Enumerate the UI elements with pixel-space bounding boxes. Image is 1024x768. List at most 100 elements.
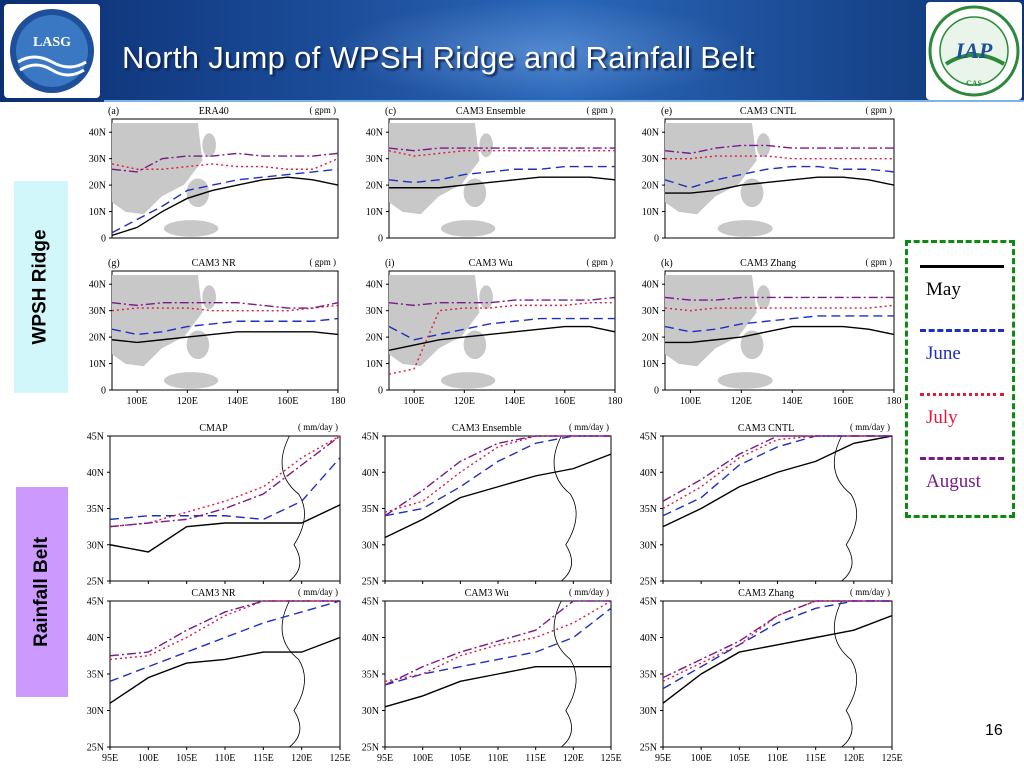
panel-units: ( mm/day ) [850, 422, 890, 432]
series-line-august [664, 144, 894, 155]
panel-title: CAM3 Ensemble [452, 423, 522, 434]
lon-tick-label: 160E [833, 396, 854, 407]
lon-tick-label: 125E [881, 753, 902, 764]
lat-tick-label: 40N [362, 468, 379, 479]
lon-tick-label: 100E [691, 753, 712, 764]
lon-tick-label: 180 [887, 396, 902, 407]
panel-frame [109, 600, 341, 748]
lat-tick-label: 35N [87, 504, 104, 515]
land-japan [202, 133, 216, 158]
header-glow [330, 0, 750, 102]
lat-tick-label: 20N [366, 333, 383, 344]
lat-tick-label: 25N [640, 743, 657, 754]
lat-tick-label: 45N [87, 432, 104, 443]
panel-units: ( gpm ) [587, 257, 614, 267]
lat-tick-label: 35N [362, 670, 379, 681]
series-line-may [109, 636, 341, 704]
panel-letter: (i) [385, 258, 394, 269]
panel-title: CAM3 NR [191, 588, 236, 599]
land-philippines [740, 178, 764, 208]
lon-tick-label: 95E [377, 753, 393, 764]
series-line-august [662, 435, 892, 502]
series-line-may [389, 176, 616, 189]
lat-tick-label: 30N [362, 706, 379, 717]
lat-tick-label: 35N [640, 504, 657, 515]
series-line-june [384, 435, 611, 517]
iap-logo: IAP CAS [926, 2, 1022, 100]
lat-tick-label: 10N [366, 207, 383, 218]
lon-tick-label: 95E [102, 753, 118, 764]
land-philippines [463, 178, 487, 208]
lon-tick-label: 120E [291, 753, 312, 764]
land-indonesia [163, 372, 219, 389]
lat-tick-label: 40N [366, 128, 383, 139]
lon-tick-label: 100E [680, 396, 701, 407]
lat-tick-label: 40N [640, 468, 657, 479]
lon-tick-label: 125E [600, 753, 621, 764]
chart-panel-rain-10: CAM3 Wu ( mm/day ) 25N 30N 35N 40N 45N 95E 100E 1… [362, 587, 622, 764]
panel-letter: (a) [108, 106, 119, 117]
chart-panel-rain-11: CAM3 Zhang ( mm/day ) 25N 30N 35N 40N 45N 95E 10… [640, 587, 903, 764]
chart-panel-wpsh-1: (c) CAM3 Ensemble ( gpm ) 0 10N 20N 30N 40N [366, 105, 616, 245]
series-line-may [111, 176, 339, 237]
series-line-august [109, 600, 340, 657]
lat-tick-label: 30N [366, 306, 383, 317]
legend-swatch [920, 393, 1004, 396]
lat-tick-label: 25N [87, 743, 104, 754]
legend-item-june: June [908, 329, 1012, 389]
lat-tick-label: 30N [87, 540, 104, 551]
lon-tick-label: 115E [253, 753, 274, 764]
lat-tick-label: 30N [366, 154, 383, 165]
lat-tick-label: 20N [89, 333, 106, 344]
panel-letter: (e) [661, 106, 672, 117]
legend-swatch [920, 329, 1004, 332]
lat-tick-label: 10N [642, 359, 659, 370]
land-asia [389, 123, 480, 215]
lat-tick-label: 20N [642, 181, 659, 192]
lon-tick-label: 110E [215, 753, 236, 764]
coastline [553, 600, 577, 748]
panel-title: CAM3 Wu [469, 258, 513, 269]
lon-tick-label: 95E [655, 753, 671, 764]
series-line-august [384, 435, 611, 517]
land-japan [202, 285, 216, 310]
land-indonesia [717, 372, 773, 389]
lat-tick-label: 40N [87, 468, 104, 479]
lon-tick-label: 120E [843, 753, 864, 764]
lon-tick-label: 100E [127, 396, 148, 407]
series-line-june [664, 315, 894, 333]
lat-tick-label: 25N [640, 577, 657, 588]
lat-tick-label: 30N [642, 306, 659, 317]
iap-logo-small-text: CAS [966, 79, 983, 88]
panel-units: ( mm/day ) [298, 587, 338, 597]
lon-tick-label: 180 [331, 396, 346, 407]
lat-tick-label: 45N [362, 432, 379, 443]
iap-logo-swoosh [944, 53, 1006, 66]
land-indonesia [717, 220, 773, 237]
page-number: 16 [985, 722, 1003, 739]
series-line-august [388, 147, 615, 152]
lon-tick-label: 120E [731, 396, 752, 407]
iap-logo-graphic: IAP CAS [928, 5, 1020, 97]
chart-panel-rain-6: CMAP ( mm/day ) 25N 30N 35N 40N 45N [87, 422, 341, 588]
land-japan [479, 285, 493, 310]
panel-units: ( gpm ) [310, 105, 337, 115]
lat-tick-label: 10N [642, 207, 659, 218]
chart-panel-wpsh-2: (e) CAM3 CNTL ( gpm ) 0 10N 20N 30N 40N [642, 105, 895, 245]
lat-tick-label: 20N [89, 181, 106, 192]
coastline [833, 600, 857, 748]
lat-tick-label: 30N [87, 706, 104, 717]
series-line-june [388, 165, 615, 184]
rainfall-side-label: Rainfall Belt [16, 487, 68, 697]
panel-frame [662, 435, 893, 582]
series-line-june [111, 168, 339, 234]
series-line-august [388, 296, 616, 307]
lon-tick-label: 180 [608, 396, 623, 407]
legend-item-august: August [908, 457, 1012, 517]
lon-tick-label: 140E [227, 396, 248, 407]
lon-tick-label: 100E [404, 396, 425, 407]
panel-letter: (c) [385, 106, 396, 117]
lon-tick-label: 140E [504, 396, 525, 407]
legend-label: August [926, 471, 981, 492]
